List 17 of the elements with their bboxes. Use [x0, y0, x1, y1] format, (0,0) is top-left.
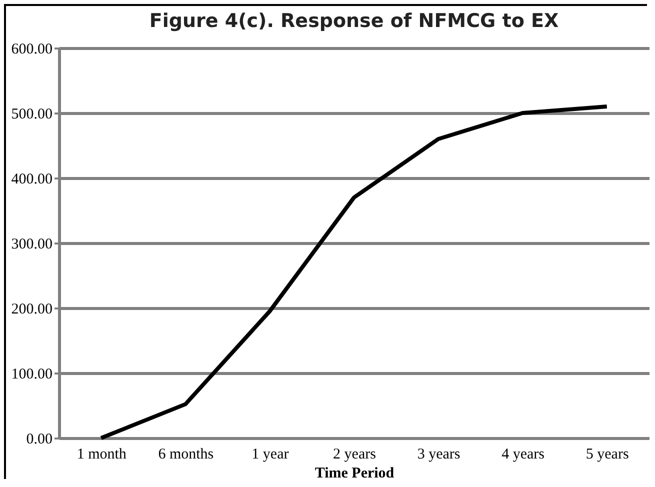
x-tick-label: 3 years: [417, 446, 460, 462]
x-axis-title: Time Period: [314, 466, 395, 482]
line-series: [99, 104, 609, 440]
y-tick-label: 300.00: [11, 236, 52, 252]
x-tick-label: 1 month: [76, 446, 127, 462]
y-tick-label: 600.00: [11, 42, 52, 58]
x-tick-label: 5 years: [586, 446, 629, 462]
chart-title: Figure 4(c). Response of NFMCG to EX: [149, 10, 559, 32]
x-tick-label: 4 years: [502, 446, 545, 462]
x-tick-label: 1 year: [252, 446, 289, 462]
x-tick-label: 2 years: [333, 446, 376, 462]
y-tick-label: 0.00: [26, 432, 52, 448]
x-tick-label: 6 months: [158, 446, 214, 462]
y-tick-label: 100.00: [11, 366, 52, 382]
y-tick-label: 500.00: [11, 106, 52, 122]
y-tick-label: 200.00: [11, 302, 52, 318]
y-tick-label: 400.00: [11, 172, 52, 188]
